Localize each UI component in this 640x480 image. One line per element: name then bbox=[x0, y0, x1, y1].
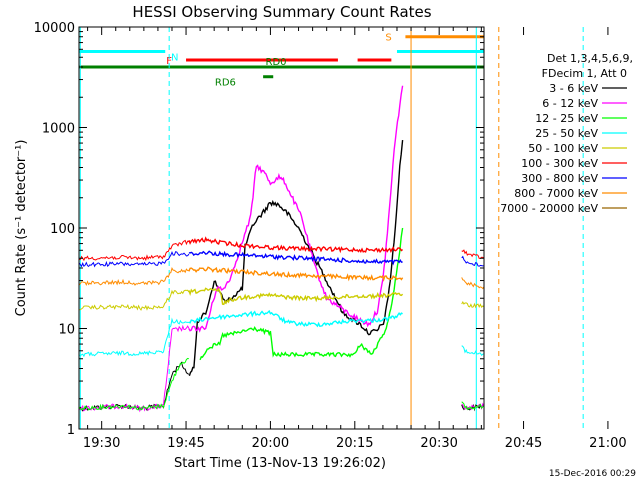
x-tick-label: 20:15 bbox=[336, 436, 373, 451]
series-post-800-7000-kev bbox=[461, 277, 485, 290]
vertical-markers bbox=[79, 27, 584, 429]
y-axis-label: Count Rate (s⁻¹ detector⁻¹) bbox=[14, 140, 29, 317]
timestamp: 15-Dec-2016 00:29 bbox=[549, 469, 636, 479]
series-pre-800-7000-kev bbox=[78, 266, 190, 287]
series-post-300-800-kev bbox=[461, 255, 484, 267]
series-pre-3-6-kev bbox=[78, 361, 190, 412]
series-lines bbox=[78, 85, 485, 413]
y-tick-label: 10000 bbox=[34, 21, 75, 36]
flag-bars: NF S RD0 RD6 bbox=[79, 33, 484, 89]
series-pre-12-25-kev bbox=[78, 357, 190, 411]
series-pre-300-800-kev bbox=[78, 251, 190, 268]
y-tick-label: 10 bbox=[58, 323, 75, 338]
series-line-50-100-kev bbox=[188, 287, 404, 306]
chart-title: HESSI Observing Summary Count Rates bbox=[132, 3, 431, 21]
series-line-25-50-kev bbox=[188, 309, 403, 328]
legend-label: 50 - 100 keV bbox=[528, 142, 598, 155]
series-pre-25-50-kev bbox=[78, 317, 189, 358]
y-tick-label: 1 bbox=[67, 423, 75, 438]
series-pre-100-300-kev bbox=[79, 239, 190, 262]
legend-label: 7000 - 20000 keV bbox=[500, 202, 598, 215]
series-line-300-800-kev bbox=[188, 250, 403, 266]
plot-frame bbox=[78, 26, 485, 430]
series-line-12-25-kev bbox=[199, 227, 404, 361]
legend-header-line-2: FDecim 1, Att 0 bbox=[542, 67, 627, 80]
legend-label: 100 - 300 keV bbox=[521, 157, 598, 170]
series-post-12-25-kev bbox=[461, 401, 485, 411]
x-tick-label: 19:30 bbox=[83, 436, 120, 451]
x-tick-label: 19:45 bbox=[167, 436, 204, 451]
flag-label-rd0: RD0 bbox=[266, 57, 287, 68]
series-line-800-7000-kev bbox=[188, 266, 404, 282]
series-line-100-300-kev bbox=[188, 236, 404, 254]
series-post-25-50-kev bbox=[461, 345, 485, 356]
legend-label: 3 - 6 keV bbox=[549, 82, 598, 95]
flag-label-n: N bbox=[171, 53, 178, 64]
series-line-6-12-kev bbox=[188, 85, 404, 333]
x-tick-label: 20:30 bbox=[420, 436, 457, 451]
series-post-50-100-kev bbox=[461, 300, 485, 309]
legend-label: 300 - 800 keV bbox=[521, 172, 598, 185]
x-tick-label: 20:00 bbox=[252, 436, 289, 451]
x-tick-label: 21:00 bbox=[589, 436, 626, 451]
legend-label: 800 - 7000 keV bbox=[514, 187, 598, 200]
x-tick-label: 20:45 bbox=[505, 436, 542, 451]
series-post-100-300-kev bbox=[461, 249, 485, 259]
series-pre-6-12-kev bbox=[78, 324, 190, 413]
legend-header-line-1: Det 1,3,4,5,6,9, bbox=[547, 52, 633, 65]
series-pre-50-100-kev bbox=[79, 289, 190, 311]
legend-label: 6 - 12 keV bbox=[542, 97, 598, 110]
y-axis-ticks: 1 10 100 1000 10000 bbox=[34, 21, 484, 438]
legend-label: 12 - 25 keV bbox=[535, 112, 598, 125]
y-tick-label: 1000 bbox=[42, 122, 75, 137]
flag-label-f: F bbox=[166, 56, 172, 67]
legend-label: 25 - 50 keV bbox=[535, 127, 598, 140]
flag-label-s: S bbox=[385, 33, 391, 44]
x-axis-label: Start Time (13-Nov-13 19:26:02) bbox=[174, 456, 386, 471]
flag-label-rd6: RD6 bbox=[215, 78, 236, 89]
legend: Det 1,3,4,5,6,9, FDecim 1, Att 0 3 - 6 k… bbox=[500, 52, 633, 215]
y-tick-label: 100 bbox=[50, 222, 75, 237]
x-axis-ticks: 19:30 19:45 20:00 20:15 20:30 20:45 21:00 bbox=[83, 27, 627, 451]
